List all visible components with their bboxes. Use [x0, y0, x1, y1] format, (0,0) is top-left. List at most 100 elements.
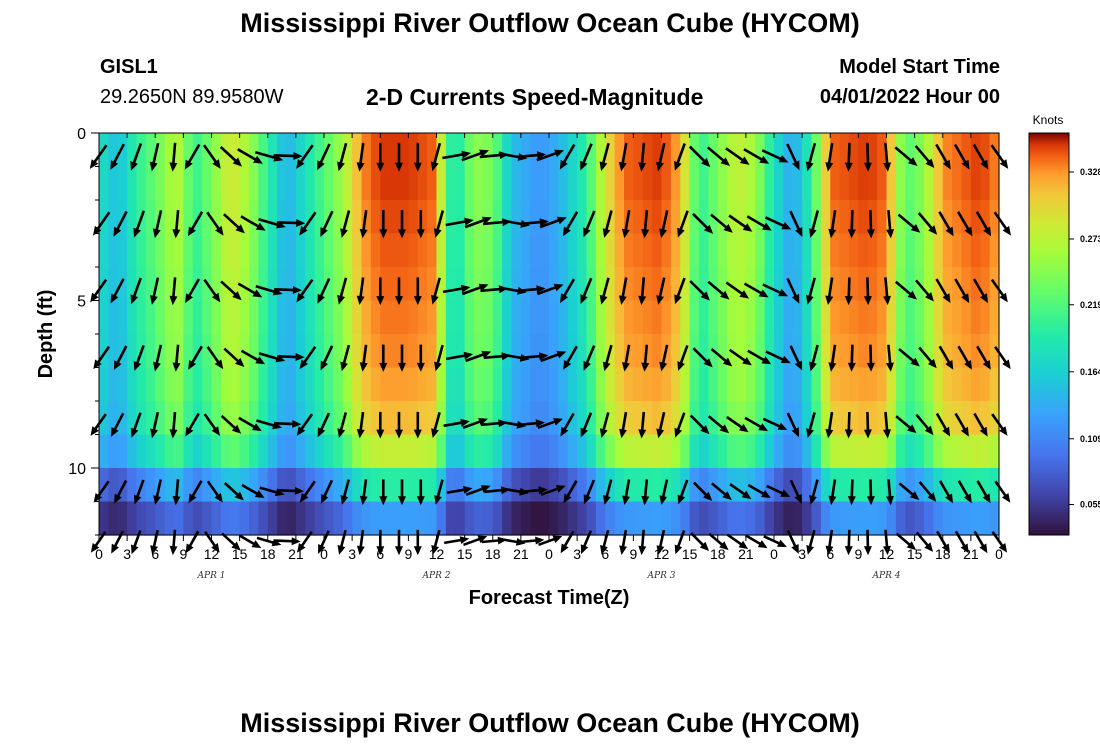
current-arrow — [580, 530, 592, 555]
heat-cell — [211, 367, 222, 402]
current-arrow — [188, 345, 203, 370]
heat-cell — [258, 334, 269, 369]
heat-cell — [399, 133, 409, 168]
heat-cell — [427, 133, 438, 168]
heat-cell — [774, 401, 784, 436]
heat-cell — [202, 200, 213, 235]
heat-cell — [436, 300, 447, 335]
heat-cell — [558, 267, 569, 302]
current-arrow — [935, 278, 951, 304]
x-tick-label: 12 — [654, 546, 670, 562]
heat-cell — [764, 166, 775, 201]
heat-cell — [539, 233, 550, 268]
current-arrow — [398, 210, 406, 239]
heat-cell — [230, 434, 241, 469]
heat-cell — [774, 300, 784, 335]
heat-cell — [324, 166, 334, 201]
current-arrow — [603, 479, 613, 505]
current-arrow — [206, 211, 224, 236]
heat-cell — [755, 267, 766, 302]
current-arrow — [677, 344, 689, 371]
heat-cell — [455, 401, 466, 436]
current-arrow — [540, 350, 567, 363]
heat-cell — [99, 233, 109, 268]
heat-cell — [642, 300, 653, 335]
heat-cell — [942, 367, 953, 402]
current-arrow — [847, 210, 856, 239]
heat-cell — [445, 300, 456, 335]
current-arrow — [976, 480, 991, 504]
heat-cell — [783, 501, 794, 536]
heat-cell — [736, 200, 747, 235]
heat-cell — [155, 267, 166, 302]
heat-cell — [670, 434, 681, 469]
current-arrow — [206, 346, 224, 370]
current-arrow — [240, 349, 266, 365]
heat-cell — [511, 133, 522, 168]
heat-cell — [183, 233, 194, 268]
current-arrow — [641, 344, 650, 372]
heat-cell — [220, 434, 231, 469]
heat-cell — [258, 200, 269, 235]
heat-cell — [614, 166, 625, 201]
heat-cell — [839, 367, 850, 402]
heat-cell — [970, 434, 981, 469]
heat-cell — [914, 166, 925, 201]
heat-cell — [520, 267, 531, 302]
heat-cell — [633, 166, 644, 201]
heat-cell — [108, 233, 119, 268]
heat-cell — [877, 133, 888, 168]
heat-cell — [511, 434, 522, 469]
current-arrow — [241, 483, 265, 498]
heat-cell — [145, 401, 156, 436]
station-id: GISL1 — [100, 56, 158, 78]
y-tick-label: 5 — [77, 294, 86, 311]
heat-cell — [436, 501, 447, 536]
current-arrow — [203, 278, 221, 303]
heat-cell — [286, 468, 297, 503]
current-arrow — [296, 413, 314, 436]
heat-cell — [689, 233, 700, 268]
heat-cell — [961, 200, 972, 235]
heat-cell — [389, 501, 400, 536]
heat-cell — [877, 468, 888, 503]
current-arrow — [707, 415, 730, 434]
heat-cell — [914, 434, 925, 469]
current-arrow — [442, 284, 471, 294]
current-arrow — [761, 149, 789, 163]
heat-cell — [295, 233, 306, 268]
heat-cell — [952, 166, 963, 201]
heat-cell — [567, 367, 578, 402]
heat-cell — [511, 468, 522, 503]
current-arrow — [445, 217, 474, 227]
heat-cell — [455, 300, 466, 335]
current-arrow — [883, 142, 892, 172]
current-arrow — [805, 142, 817, 172]
heat-cell — [380, 401, 391, 436]
heat-cell — [642, 200, 653, 235]
heat-cell — [820, 133, 831, 168]
heat-cell — [699, 166, 709, 201]
heat-cell — [249, 166, 259, 201]
heat-cell — [708, 434, 719, 469]
heat-cell — [520, 434, 531, 469]
heat-cell — [624, 133, 634, 168]
heat-cell — [183, 501, 194, 536]
current-arrow — [356, 277, 365, 305]
current-arrow — [518, 419, 545, 428]
current-arrow — [237, 282, 263, 298]
heat-cell — [914, 200, 925, 235]
heat-cell — [380, 434, 391, 469]
current-arrow — [340, 210, 351, 238]
heat-cell — [755, 434, 766, 469]
heat-cell — [492, 401, 503, 436]
current-arrow — [395, 277, 403, 306]
heat-cell — [642, 501, 653, 536]
heat-cell — [680, 267, 691, 302]
heat-cell — [127, 166, 138, 201]
heat-cell — [183, 267, 194, 302]
heat-cell — [858, 367, 869, 402]
heat-cell — [802, 501, 813, 536]
current-arrow — [602, 210, 613, 238]
current-arrow — [674, 277, 686, 305]
